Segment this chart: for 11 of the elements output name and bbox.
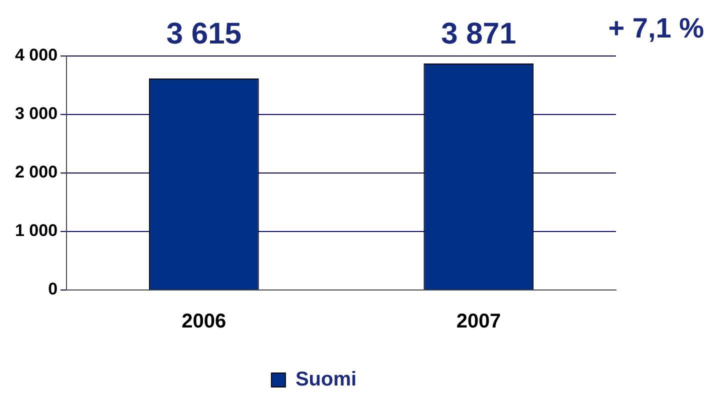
x-tick-label: 2007 [456, 310, 501, 333]
x-tick-label: 2006 [182, 310, 226, 333]
y-tick-label: 4 000 [14, 46, 58, 65]
y-tick-label: 0 [48, 280, 58, 299]
text: + 7,1 % [608, 12, 704, 44]
y-tick-label: 2 000 [14, 162, 58, 182]
y-tick-label: 1 000 [14, 221, 58, 240]
legend-label: Suomi [295, 368, 357, 391]
data-label: 3 615 [166, 17, 242, 50]
data-label: 3 871 [441, 17, 516, 50]
y-tick-label: 3 000 [14, 104, 58, 124]
